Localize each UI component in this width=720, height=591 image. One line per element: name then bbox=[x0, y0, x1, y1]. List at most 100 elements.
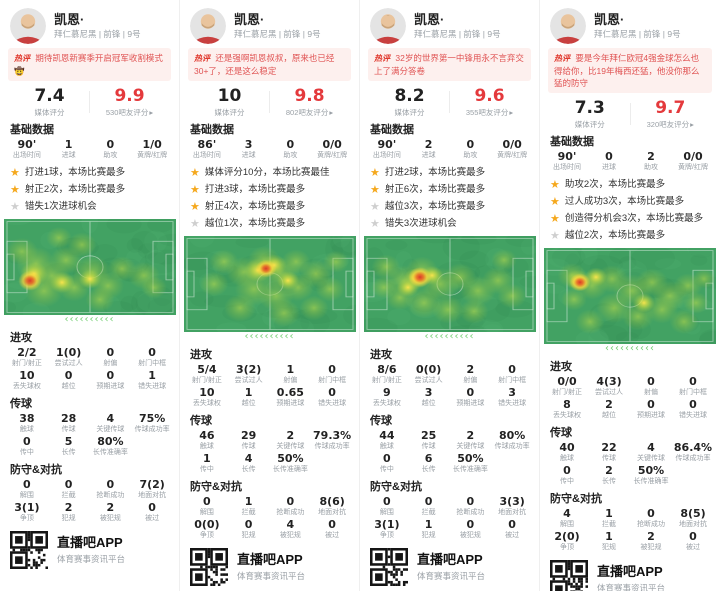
basic-stats-row: 90' 出场时间 0 进球 2 助攻 0/0 黄牌/红牌 bbox=[546, 151, 714, 172]
stat-value: 1 bbox=[203, 452, 211, 465]
stat-value: 4 bbox=[563, 507, 571, 520]
stat-value: 0 bbox=[563, 464, 571, 477]
app-footer-text: 直播吧APP 体育赛事资讯平台 bbox=[237, 553, 305, 581]
stat-label: 解围 bbox=[560, 521, 574, 528]
stat-label: 射门中框 bbox=[318, 377, 347, 384]
stat-cell: 2 进球 bbox=[408, 139, 450, 160]
stat-cell: 0 传中 bbox=[6, 436, 48, 457]
stat-cell: 0 助攻 bbox=[270, 139, 312, 160]
stat-value: 2 bbox=[605, 398, 613, 411]
stat-cell: 0 被过 bbox=[672, 531, 714, 552]
stat-value: 7(2) bbox=[139, 478, 165, 491]
stat-cell-empty bbox=[131, 436, 173, 457]
section-title-defense: 防守&对抗 bbox=[370, 481, 422, 493]
stat-value: 0.65 bbox=[276, 386, 304, 399]
stat-value: 1 bbox=[605, 507, 613, 520]
media-rating-label: 媒体评分 bbox=[34, 108, 65, 117]
stat-value: 2(0) bbox=[554, 530, 580, 543]
stat-value: 0 bbox=[424, 495, 433, 508]
stat-value: 3(1) bbox=[14, 501, 40, 514]
stat-value: 3(2) bbox=[235, 363, 262, 376]
basic-stats-row: 90' 出场时间 2 进球 0 助攻 0/0 黄牌/红牌 bbox=[366, 139, 533, 160]
stat-cell: 1 进球 bbox=[48, 139, 90, 160]
player-header: 凯恩· 拜仁慕尼黑 | 前锋 | 9号 bbox=[190, 8, 349, 44]
stat-cell: 4 长传 bbox=[228, 453, 270, 474]
stat-value: 0 bbox=[106, 346, 115, 359]
stat-value: 0 bbox=[605, 150, 613, 163]
highlight-text: 越位1次，本场比赛最多 bbox=[204, 218, 306, 229]
app-footer-text: 直播吧APP 体育赛事资讯平台 bbox=[57, 536, 125, 564]
stat-value: 0 bbox=[383, 495, 391, 508]
hot-comment-banner: 热评 期待凯恩新赛季开启冠军收割模式🤠 bbox=[8, 48, 171, 81]
hot-comment-banner: 热评 32岁的世界第一中锋用永不言弃交上了满分答卷 bbox=[368, 48, 531, 81]
star-icon: ★ bbox=[10, 200, 20, 213]
app-tagline: 体育赛事资讯平台 bbox=[597, 583, 666, 591]
player-header: 凯恩· 拜仁慕尼黑 | 前锋 | 9号 bbox=[10, 8, 169, 44]
stat-label: 长传 bbox=[602, 478, 616, 485]
stat-cell: 0 错失进球 bbox=[311, 387, 353, 408]
stat-label: 地面对抗 bbox=[318, 509, 347, 516]
stat-label: 关键传球 bbox=[456, 443, 485, 450]
section-title-attack: 进攻 bbox=[10, 332, 32, 344]
defense-row-2: 0(0) 争顶 0 犯规 4 被犯规 0 被过 bbox=[186, 519, 353, 540]
highlight-item: ★ 射正2次，本场比赛最多 bbox=[10, 181, 169, 198]
attack-direction-arrows: ‹‹‹‹‹‹‹‹‹‹ bbox=[244, 331, 295, 342]
stat-value: 4 bbox=[244, 452, 253, 465]
stat-cell: 1 越位 bbox=[228, 387, 270, 408]
app-footer-text: 直播吧APP 体育赛事资讯平台 bbox=[597, 565, 665, 591]
section-title-defense: 防守&对抗 bbox=[10, 464, 62, 476]
passing-row-2: 0 传中 2 长传 50% 长传准确率 bbox=[546, 465, 714, 486]
fan-rating-link[interactable]: 9.8 802吧友评分▸ bbox=[270, 87, 349, 117]
media-rating: 8.2 媒体评分 bbox=[370, 87, 449, 117]
stat-value: 29 bbox=[240, 429, 257, 442]
stat-cell: 5 长传 bbox=[48, 436, 90, 457]
stat-value: 50% bbox=[277, 452, 304, 465]
stat-label: 犯规 bbox=[421, 532, 436, 539]
chevron-right-icon: ▸ bbox=[690, 120, 694, 129]
highlight-text: 错失3次进球机会 bbox=[384, 218, 457, 229]
highlight-item: ★ 错失3次进球机会 bbox=[370, 215, 529, 232]
stat-cell: 0 解围 bbox=[6, 479, 48, 500]
fan-rating-link[interactable]: 9.7 320吧友评分▸ bbox=[631, 99, 711, 129]
stat-label: 射门/射正 bbox=[371, 377, 402, 384]
stat-label: 长传准确率 bbox=[272, 466, 308, 473]
stat-value: 1(0) bbox=[55, 346, 82, 359]
fan-rating-link[interactable]: 9.6 355吧友评分▸ bbox=[450, 87, 529, 117]
hot-comment-text: 32岁的世界第一中锋用永不言弃交上了满分答卷 bbox=[374, 53, 524, 76]
section-title-passing: 传球 bbox=[550, 427, 572, 439]
stat-value: 1 bbox=[424, 518, 433, 531]
stat-value: 0 bbox=[466, 495, 475, 508]
stat-cell: 1 犯规 bbox=[588, 531, 630, 552]
stat-label: 争顶 bbox=[379, 532, 394, 539]
stat-label: 尝试过人 bbox=[54, 360, 83, 367]
stat-value: 2 bbox=[424, 138, 433, 151]
stat-cell: 0 抢断成功 bbox=[270, 496, 312, 517]
stat-value: 4 bbox=[106, 412, 115, 425]
stat-label: 地面对抗 bbox=[498, 509, 527, 516]
player-match-card: 凯恩· 拜仁慕尼黑 | 前锋 | 9号 热评 要是今年拜仁欧冠4强金球怎么也得给… bbox=[540, 0, 720, 591]
highlight-item: ★ 打进3球，本场比赛最多 bbox=[190, 181, 349, 198]
player-match-card: 凯恩· 拜仁慕尼黑 | 前锋 | 9号 热评 期待凯恩新赛季开启冠军收割模式🤠 … bbox=[0, 0, 180, 591]
stat-label: 拦截 bbox=[602, 521, 616, 528]
attack-direction-arrows: ‹‹‹‹‹‹‹‹‹‹ bbox=[605, 343, 655, 354]
app-footer: 直播吧APP 体育赛事资讯平台 bbox=[370, 548, 529, 586]
stat-cell: 0 预期进球 bbox=[90, 370, 132, 391]
fan-rating-link[interactable]: 9.9 530吧友评分▸ bbox=[90, 87, 169, 117]
stat-value: 3 bbox=[508, 386, 516, 399]
stat-value: 9 bbox=[383, 386, 391, 399]
attack-row-2: 8 丢失球权 2 越位 0 预期进球 0 错失进球 bbox=[546, 399, 714, 420]
stat-cell: 4 被犯规 bbox=[270, 519, 312, 540]
stat-cell: 0 预期进球 bbox=[630, 399, 672, 420]
qr-code bbox=[190, 548, 228, 586]
stat-value: 25 bbox=[420, 429, 437, 442]
stat-label: 传球成功率 bbox=[314, 443, 350, 450]
stat-label: 助攻 bbox=[463, 152, 478, 159]
stat-value: 0 bbox=[148, 346, 156, 359]
touch-heatmap bbox=[183, 236, 356, 332]
stat-value: 8(5) bbox=[680, 507, 706, 520]
stat-label: 传球 bbox=[602, 455, 616, 462]
stat-label: 进球 bbox=[241, 152, 256, 159]
stat-label: 犯规 bbox=[241, 532, 256, 539]
player-avatar bbox=[550, 8, 586, 44]
